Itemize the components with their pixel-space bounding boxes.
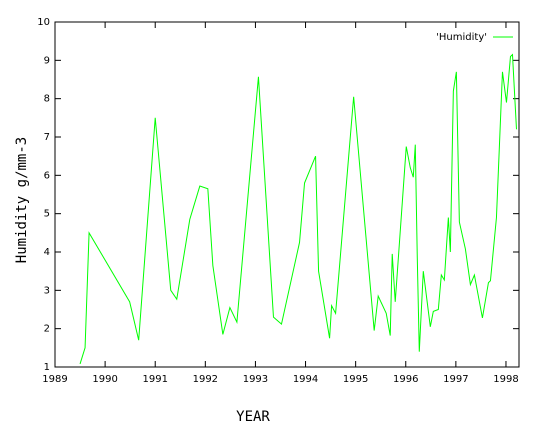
- y-tick-label: 5: [44, 209, 50, 220]
- x-tick-label: 1994: [293, 374, 318, 385]
- x-tick-label: 1996: [393, 374, 418, 385]
- y-tick-label: 10: [37, 17, 50, 28]
- y-tick-label: 4: [44, 247, 50, 258]
- y-tick-label: 6: [44, 170, 50, 181]
- y-axis-label: Humidity g/mm-3: [14, 137, 30, 263]
- x-axis-label: YEAR: [236, 409, 270, 425]
- y-tick-label: 9: [44, 55, 50, 66]
- x-tick-label: 1997: [443, 374, 468, 385]
- data-line: [79, 53, 517, 365]
- plot-frame: [54, 21, 520, 368]
- x-tick-label: 1990: [92, 374, 117, 385]
- y-tick-label: 3: [44, 285, 50, 296]
- y-tick-label: 8: [44, 94, 50, 105]
- x-tick-label: 1991: [142, 374, 167, 385]
- x-tick-label: 1993: [243, 374, 268, 385]
- y-tick-label: 7: [44, 132, 50, 143]
- x-tick-label: 1998: [493, 374, 518, 385]
- x-tick-label: 1995: [343, 374, 368, 385]
- x-tick-label: 1989: [42, 374, 67, 385]
- x-tick-label: 1992: [193, 374, 218, 385]
- y-tick-label: 2: [44, 324, 50, 335]
- legend-label: 'Humidity': [436, 32, 487, 43]
- y-tick-label: 1: [44, 362, 50, 373]
